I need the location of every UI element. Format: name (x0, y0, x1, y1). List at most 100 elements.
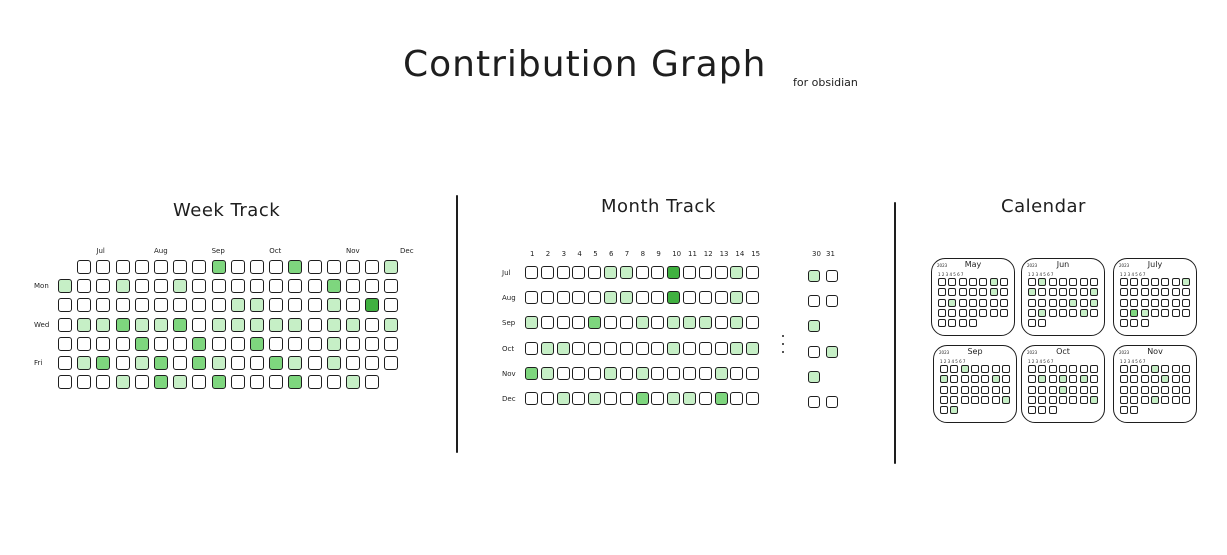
month-cell (572, 392, 586, 405)
week-cell (96, 375, 111, 390)
calendar-day-cell (970, 365, 979, 373)
month-cell (588, 316, 602, 330)
calendar-day-cell (1048, 298, 1057, 307)
calendar-day-cell (1161, 308, 1170, 317)
month-cell (667, 366, 681, 380)
month-day-number: 12 (703, 250, 713, 258)
calendar-day-cell (1150, 395, 1159, 404)
week-cell (96, 317, 111, 332)
week-cell (365, 356, 380, 370)
calendar-day-cell (960, 385, 969, 394)
week-cell (173, 298, 188, 313)
calendar-year: 2023 (937, 263, 948, 268)
month-cell (667, 316, 681, 330)
month-cell (619, 291, 633, 305)
calendar-day-cell (999, 288, 1008, 297)
month-cell (730, 266, 744, 279)
calendar-day-cell (1001, 385, 1010, 394)
calendar-day-cell (1120, 385, 1128, 394)
calendar-day-cell (1089, 298, 1098, 307)
week-cell (365, 298, 380, 313)
week-cell (154, 375, 168, 390)
calendar-day-cell (1150, 365, 1159, 373)
calendar-month-name: May (964, 260, 982, 269)
week-cell (250, 336, 264, 351)
calendar-day-cell (940, 385, 948, 394)
calendar-month-name: July (1147, 260, 1163, 269)
week-cell (307, 279, 322, 294)
month-cell (619, 366, 633, 380)
calendar-day-cell (981, 375, 990, 384)
month-row-label: Sep (502, 319, 516, 328)
week-month-label: Aug (154, 247, 168, 255)
week-cell (211, 336, 226, 351)
calendar-day-cell (1181, 298, 1190, 307)
week-cell (346, 298, 360, 313)
calendar-day-cell (1140, 385, 1149, 394)
month-cell (572, 291, 586, 305)
calendar-day-cell (938, 319, 946, 328)
week-cell (77, 317, 92, 332)
calendar-month-name: Sep (967, 347, 983, 356)
week-cell (77, 260, 92, 274)
month-cell (619, 316, 633, 330)
month-cell (556, 366, 570, 380)
calendar-weekday-numbers: 1 2 3 4 5 6 7 (940, 359, 966, 364)
calendar-day-cell (938, 298, 946, 307)
month-cell (746, 392, 760, 405)
calendar-year: 2023 (1119, 350, 1130, 355)
calendar-day-cell (1038, 308, 1047, 317)
week-cell (384, 260, 399, 274)
week-cell (250, 298, 264, 313)
calendar-month-name: Oct (1056, 347, 1070, 356)
ellipsis-dot (782, 351, 784, 353)
week-cell (77, 356, 92, 370)
calendar-day-cell (1171, 375, 1180, 384)
calendar-day-cell (940, 395, 948, 404)
month-cell (572, 266, 586, 279)
calendar-day-cell (1150, 298, 1159, 307)
week-month-label: Oct (269, 247, 282, 255)
calendar-day-cell (948, 288, 957, 297)
week-cell (230, 298, 245, 313)
calendar-day-cell (960, 395, 969, 404)
calendar-day-cell (1079, 278, 1088, 286)
calendar-day-cell (1171, 385, 1180, 394)
calendar-day-cell (1028, 298, 1036, 307)
month-cell (714, 366, 728, 380)
month-day-number: 6 (609, 250, 614, 258)
calendar-day-cell (940, 365, 948, 373)
month-row-label: Aug (502, 294, 516, 303)
month-tail-cell (808, 270, 820, 282)
calendar-year: 2023 (1119, 263, 1130, 268)
calendar-day-cell (1120, 288, 1128, 297)
calendar-day-cell (1038, 319, 1047, 328)
week-cell (115, 336, 130, 351)
month-cell (651, 266, 665, 279)
ellipsis-dot (782, 335, 784, 337)
month-cell (730, 341, 744, 355)
month-day-number: 1 (530, 250, 535, 258)
week-cell (346, 375, 360, 390)
week-cell (173, 279, 188, 294)
month-day-number: 2 (545, 250, 551, 258)
calendar-day-cell (940, 375, 948, 384)
calendar-weekday-numbers: 1 2 3 4 5 6 7 (1028, 272, 1054, 277)
week-cell (192, 356, 207, 370)
week-cell (96, 336, 111, 351)
calendar-day-cell (1140, 298, 1149, 307)
month-cell (604, 392, 617, 405)
month-cell (730, 316, 744, 330)
calendar-day-cell (979, 288, 988, 297)
month-cell (698, 341, 712, 355)
calendar-day-cell (1171, 365, 1180, 373)
calendar-day-cell (970, 385, 979, 394)
calendar-day-cell (1140, 308, 1149, 317)
calendar-day-cell (1058, 375, 1067, 384)
week-cell (230, 375, 245, 390)
calendar-day-cell (1001, 365, 1010, 373)
calendar-month-card: Sep 2023 1 2 3 4 5 6 7 (933, 345, 1017, 423)
calendar-year: 2023 (1027, 350, 1038, 355)
calendar-day-cell (1150, 288, 1159, 297)
month-cell (619, 266, 633, 279)
